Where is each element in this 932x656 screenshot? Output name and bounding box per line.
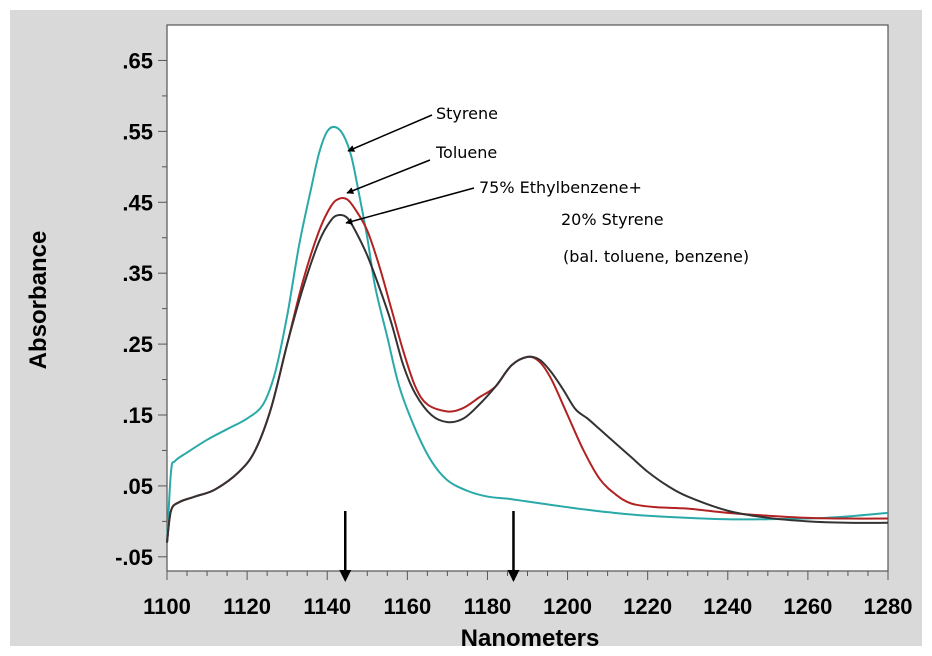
x-axis-labels: 1100 1120 1140 1160 1180 1200 1220 1240 …: [143, 594, 912, 619]
x-tick-label: 1200: [543, 594, 592, 619]
annotation-styrene: Styrene: [436, 104, 498, 123]
x-tick-label: 1120: [223, 594, 271, 619]
x-tick-label: 1140: [303, 594, 351, 619]
wavelength-marker-arrowhead: [339, 570, 352, 582]
x-tick-label: 1260: [783, 594, 832, 619]
x-tick-label: 1180: [464, 594, 512, 619]
x-tick-label: 1100: [143, 594, 191, 619]
y-tick-label: .45: [122, 190, 153, 215]
toluene-arrow: [346, 159, 431, 194]
y-axis-title: Absorbance: [25, 231, 52, 370]
wavelength-marker-arrowhead: [507, 570, 520, 582]
annotations: Styrene Toluene 75% Ethylbenzene+ 20% St…: [345, 104, 749, 266]
annotation-mixture-line3: (bal. toluene, benzene): [563, 247, 749, 266]
x-axis-title: Nanometers: [461, 625, 600, 652]
y-tick-label: .65: [122, 48, 153, 73]
plot-area: [167, 25, 888, 571]
series-line-styrene: [166, 125, 889, 543]
y-tick-label: .35: [122, 261, 153, 286]
y-tick-label: -.05: [115, 545, 153, 570]
y-axis-labels: -.05 .05 .15 .25 .35 .45 .55 .65: [115, 48, 153, 569]
x-tick-label: 1240: [703, 594, 752, 619]
wavelength-marker-arrows: [339, 511, 520, 582]
y-tick-label: .25: [122, 332, 153, 357]
series-lines: [166, 125, 889, 543]
mixture-arrow: [345, 187, 475, 225]
y-tick-label: .15: [122, 403, 153, 428]
annotation-mixture-line1: 75% Ethylbenzene+: [479, 178, 642, 197]
x-tick-label: 1220: [623, 594, 672, 619]
series-line-mixture: [166, 213, 889, 543]
annotation-mixture-line2: 20% Styrene: [561, 210, 664, 229]
y-tick-label: .05: [122, 474, 153, 499]
y-tick-label: .55: [122, 119, 153, 144]
x-tick-label: 1280: [864, 594, 913, 619]
annotation-toluene: Toluene: [435, 143, 497, 162]
styrene-arrow: [347, 114, 433, 152]
x-tick-label: 1160: [383, 594, 431, 619]
